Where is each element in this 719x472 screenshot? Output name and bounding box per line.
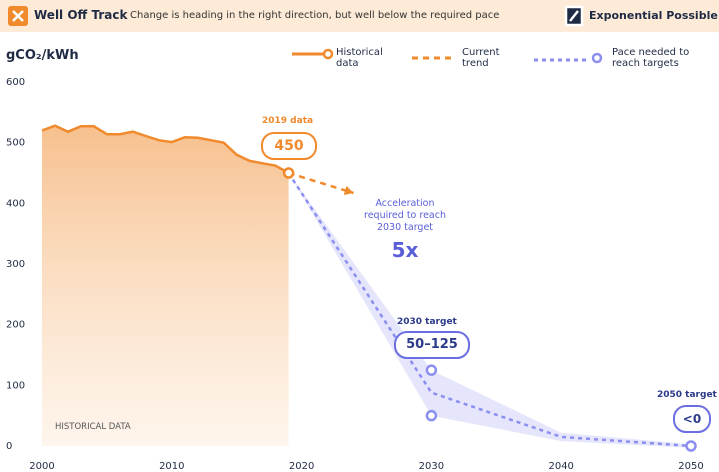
header-bar [0, 0, 719, 32]
x-tick-label: 2050 [678, 461, 703, 472]
legend-label: Pace needed to reach targets [612, 47, 690, 69]
y-tick-label: 100 [6, 380, 25, 391]
target-marker [685, 440, 697, 452]
annotation-box: 450 [261, 132, 317, 160]
brand-logo [564, 5, 584, 27]
annotation: HISTORICAL DATA [55, 422, 131, 432]
annotation: 2030 target [397, 317, 457, 327]
y-tick-label: 400 [6, 198, 25, 209]
y-tick-label: 200 [6, 320, 25, 331]
y-tick-label: 600 [6, 77, 25, 88]
historical-area [42, 125, 289, 446]
y-tick-label: 500 [6, 138, 25, 149]
x-tick-label: 2000 [29, 461, 54, 472]
annotation: Acceleration required to reach 2030 targ… [364, 198, 446, 233]
target-band [288, 173, 691, 448]
legend-label: Historical data [336, 47, 383, 69]
brand: Exponential Possible [589, 9, 718, 22]
historical-line [41, 124, 290, 175]
status-icon-x [12, 10, 24, 22]
y-tick-label: 0 [6, 441, 12, 452]
annotation-box: <0 [673, 405, 711, 433]
x-tick-label: 2040 [548, 461, 573, 472]
annotation: 5x [391, 238, 419, 262]
title: Well Off Track [34, 8, 128, 22]
x-tick-label: 2010 [159, 461, 184, 472]
legend-swatch-dot [591, 52, 603, 64]
trend-line [288, 171, 354, 195]
trend-arrowhead [343, 185, 354, 196]
annotation: 2019 data [262, 116, 314, 126]
point-2019 [282, 167, 295, 179]
x-tick-label: 2030 [419, 461, 444, 472]
target-marker [425, 409, 438, 422]
pace-line [287, 172, 692, 448]
annotation: 2050 target [657, 390, 717, 400]
target-marker [425, 364, 438, 376]
annotation-box: 50–125 [394, 331, 470, 359]
legend-swatch-dot [322, 48, 334, 60]
y-tick-label: 300 [6, 259, 25, 270]
legend-label: Current trend [462, 47, 500, 69]
y-axis-label: gCO₂/kWh [6, 48, 79, 63]
subtitle: Change is heading in the right direction… [130, 10, 500, 21]
x-tick-label: 2020 [289, 461, 314, 472]
